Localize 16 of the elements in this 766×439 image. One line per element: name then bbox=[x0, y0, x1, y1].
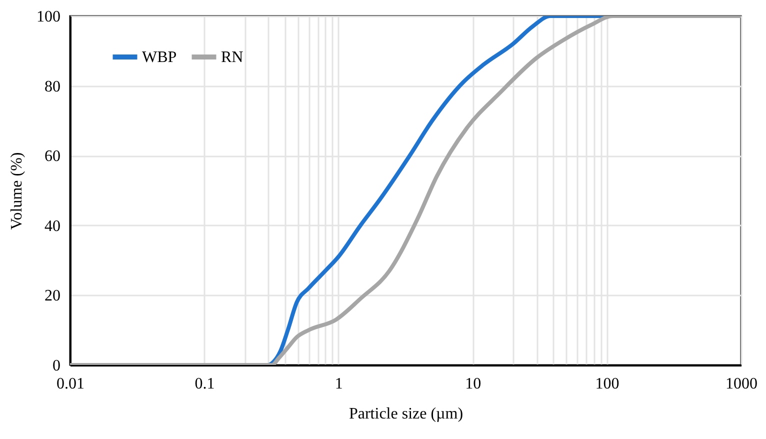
y-axis-title: Volume (%) bbox=[8, 152, 26, 230]
y-tick-label: 40 bbox=[44, 218, 60, 235]
x-axis-title: Particle size (µm) bbox=[348, 406, 464, 422]
x-tick-label: 1000 bbox=[726, 376, 758, 392]
legend-label: RN bbox=[221, 49, 244, 66]
x-tick-label: 1 bbox=[334, 376, 343, 392]
x-tick-label: 0.01 bbox=[56, 376, 84, 392]
x-tick-label: 0.1 bbox=[194, 376, 215, 392]
y-tick-label: 0 bbox=[52, 358, 60, 374]
y-tick-label: 60 bbox=[44, 148, 60, 166]
y-tick-label: 80 bbox=[44, 78, 60, 96]
legend-label: WBP bbox=[142, 49, 177, 66]
y-tick-label: 100 bbox=[36, 8, 60, 26]
y-tick-label: 20 bbox=[44, 288, 60, 305]
x-tick-label: 10 bbox=[465, 376, 482, 392]
x-tick-label: 100 bbox=[595, 376, 620, 392]
